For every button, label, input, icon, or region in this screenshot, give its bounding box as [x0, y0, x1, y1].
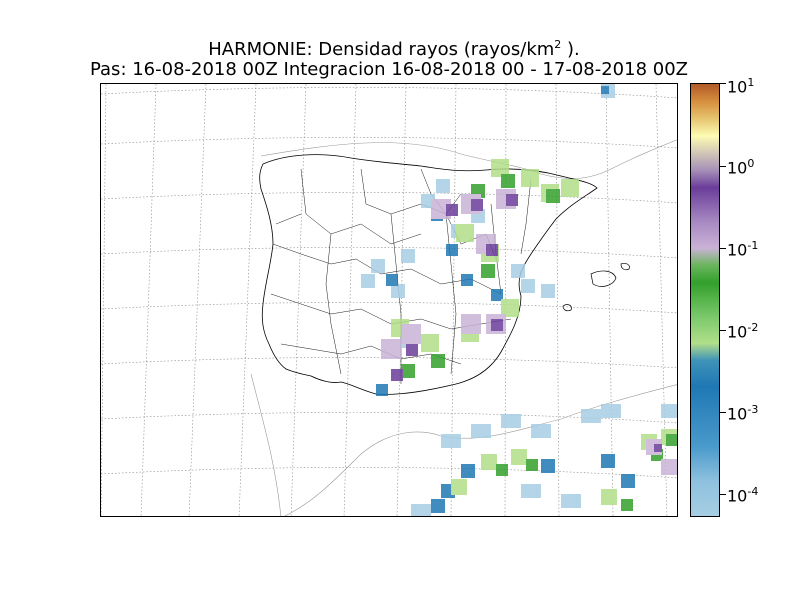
title-superscript: 2 [554, 38, 562, 51]
balearic-islands [562, 263, 630, 312]
colorbar-tick [720, 83, 726, 84]
colorbar-label-1e-2: 10-2 [727, 321, 759, 342]
density-cells [361, 84, 677, 516]
colorbar-label-1e-3: 10-3 [727, 403, 759, 424]
graticule [101, 84, 677, 516]
colorbar-label-1e1: 101 [727, 76, 755, 97]
map-canvas [101, 84, 677, 516]
colorbar-tick [720, 412, 726, 413]
colorbar-label-1e-4: 10-4 [727, 485, 759, 506]
chart-subtitle: Pas: 16-08-2018 00Z Integracion 16-08-20… [89, 59, 688, 80]
colorbar-tick [720, 494, 726, 495]
title-suffix: ). [561, 39, 580, 60]
colorbar-tick [720, 330, 726, 331]
colorbar-label-1e-1: 10-1 [727, 239, 759, 260]
iberia-coastline [259, 154, 598, 395]
colorbar-tick [720, 166, 726, 167]
colorbar-label-1e0: 100 [727, 157, 755, 178]
colorbar-tick [720, 248, 726, 249]
chart-title: HARMONIE: Densidad rayos (rayos/km2 ). [0, 34, 794, 61]
colorbar [690, 83, 720, 517]
map-panel [100, 83, 678, 517]
title-text: HARMONIE: Densidad rayos (rayos/km [208, 39, 555, 60]
